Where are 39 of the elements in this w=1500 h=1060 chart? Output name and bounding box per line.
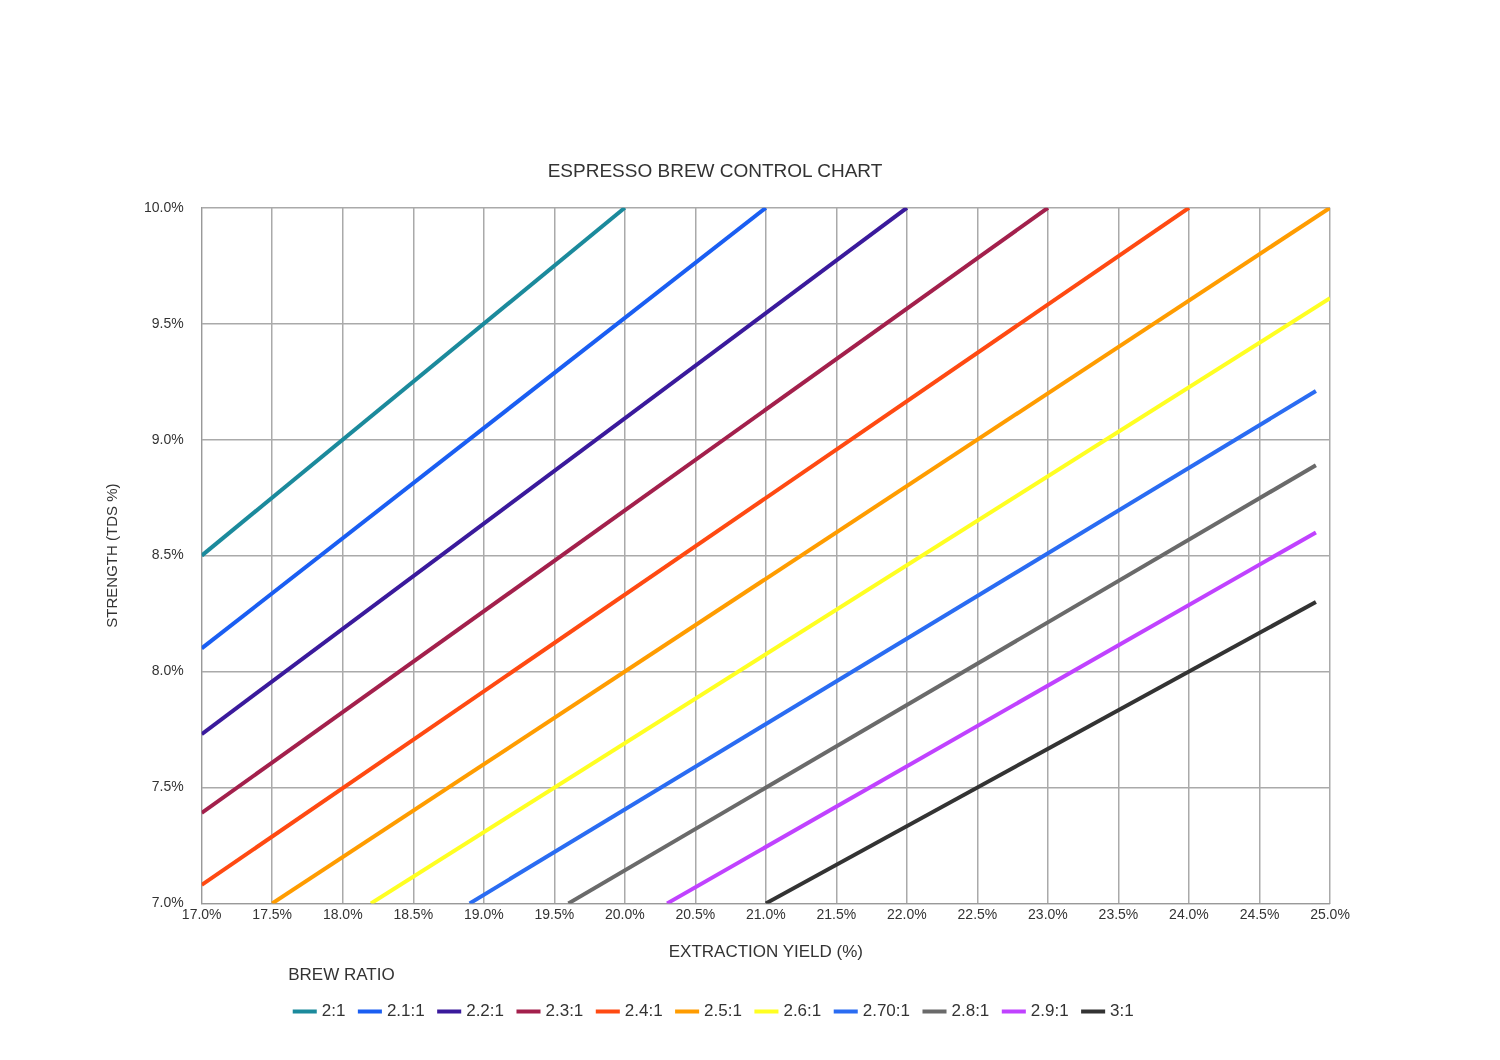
y-tick-label: 7.5% xyxy=(151,778,184,795)
legend-label: 3:1 xyxy=(1110,1001,1134,1021)
x-tick-label: 24.5% xyxy=(1239,905,1280,922)
legend-label: 2.9:1 xyxy=(1030,1001,1069,1021)
y-tick-label: 9.5% xyxy=(151,314,184,331)
x-tick-label: 22.5% xyxy=(957,905,998,922)
x-tick-label: 21.0% xyxy=(746,905,786,922)
legend-label: 2.1:1 xyxy=(386,1001,425,1021)
legend-label: 2.6:1 xyxy=(783,1001,822,1021)
y-tick-label: 10.0% xyxy=(143,198,184,215)
y-tick-label: 7.0% xyxy=(151,894,184,911)
x-tick-label: 19.0% xyxy=(463,905,504,922)
chart-title: ESPRESSO BREW CONTROL CHART xyxy=(547,159,883,181)
legend-label: 2.8:1 xyxy=(951,1001,990,1021)
x-tick-label: 18.5% xyxy=(393,905,434,922)
y-tick-label: 8.0% xyxy=(151,662,184,679)
y-axis-title: STRENGTH (TDS %) xyxy=(103,483,121,628)
legend-title: BREW RATIO xyxy=(288,964,395,984)
x-axis-title: EXTRACTION YIELD (%) xyxy=(668,942,863,962)
legend-label: 2.4:1 xyxy=(624,1001,663,1021)
x-tick-label: 20.5% xyxy=(675,905,716,922)
x-tick-label: 21.5% xyxy=(816,905,857,922)
x-tick-label: 17.0% xyxy=(181,905,222,922)
x-tick-label: 20.0% xyxy=(604,905,645,922)
x-tick-label: 22.0% xyxy=(887,905,927,922)
x-tick-label: 17.5% xyxy=(252,905,293,922)
legend-label: 2.5:1 xyxy=(704,1001,742,1021)
x-tick-label: 18.0% xyxy=(322,905,363,922)
y-tick-label: 9.0% xyxy=(151,430,184,447)
y-tick-label: 8.5% xyxy=(151,546,184,563)
legend-label: 2:1 xyxy=(321,1001,346,1021)
x-tick-label: 24.0% xyxy=(1169,905,1209,922)
legend-label: 2.3:1 xyxy=(545,1001,584,1021)
x-tick-label: 23.0% xyxy=(1028,905,1068,922)
legend-label: 2.70:1 xyxy=(862,1001,910,1021)
x-tick-label: 23.5% xyxy=(1098,905,1139,922)
legend-label: 2.2:1 xyxy=(466,1001,504,1021)
x-tick-label: 25.0% xyxy=(1310,905,1350,922)
x-tick-label: 19.5% xyxy=(534,905,575,922)
